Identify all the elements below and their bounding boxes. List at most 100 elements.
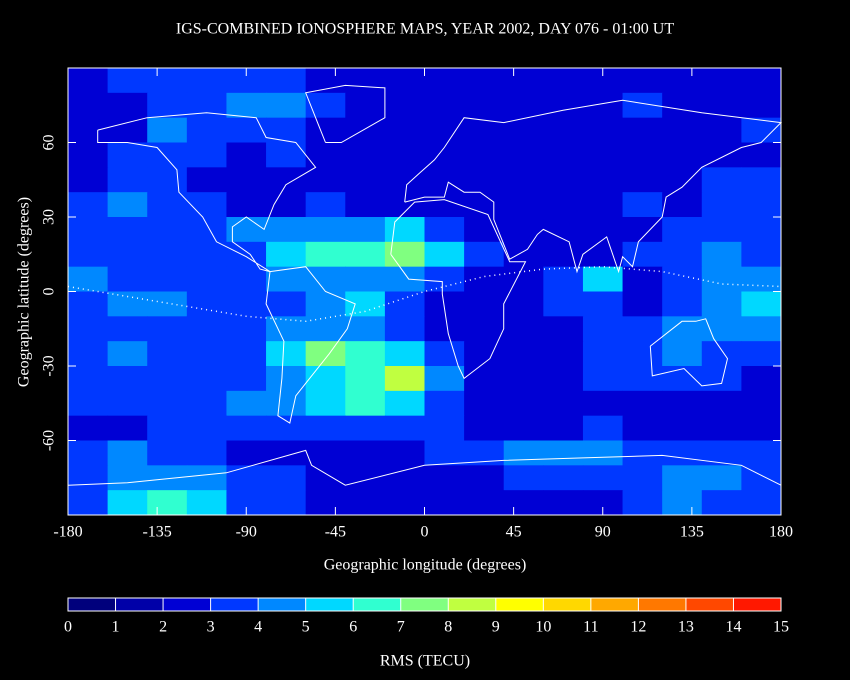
heatmap-cell [662, 192, 703, 218]
heatmap-cell [305, 390, 346, 417]
heatmap-cell [424, 266, 465, 292]
heatmap-cell [582, 117, 624, 143]
heatmap-cell [662, 440, 703, 466]
x-tick-label: -90 [236, 524, 257, 541]
heatmap-cell [662, 117, 703, 143]
heatmap-cell [147, 316, 188, 342]
colorbar-segment [685, 598, 734, 611]
heatmap-cell [147, 167, 188, 193]
colorbar-segment [590, 598, 639, 611]
colorbar-segment [400, 598, 449, 611]
heatmap-cell [345, 366, 386, 392]
heatmap-cell [701, 291, 742, 317]
heatmap-cell [226, 291, 267, 317]
heatmap-cell [662, 217, 703, 243]
heatmap-cell [741, 217, 782, 243]
heatmap-cells [68, 68, 782, 516]
heatmap-cell [662, 167, 703, 193]
heatmap-cell [186, 316, 227, 342]
heatmap-cell [464, 341, 505, 367]
heatmap-cell [305, 192, 346, 218]
heatmap-cell [107, 440, 148, 466]
heatmap-cell [68, 415, 109, 441]
heatmap-cell [582, 142, 624, 168]
heatmap-cell [266, 117, 307, 143]
heatmap-cell [384, 415, 425, 441]
heatmap-cell [741, 266, 782, 292]
heatmap-cell [147, 465, 188, 491]
heatmap-cell [582, 316, 624, 342]
heatmap-cell [622, 490, 663, 516]
colorbar-tick-label: 4 [254, 619, 262, 636]
heatmap-cell [622, 341, 663, 367]
heatmap-cell [622, 465, 663, 491]
colorbar-tick-label: 0 [64, 619, 72, 636]
heatmap-cell [345, 440, 386, 466]
heatmap-cell [662, 341, 703, 367]
heatmap-cell [68, 241, 109, 268]
heatmap-cell [464, 167, 505, 193]
heatmap-cell [384, 117, 425, 143]
x-tick-label: 135 [680, 524, 704, 541]
heatmap-cell [662, 490, 703, 516]
heatmap-cell [543, 241, 584, 268]
heatmap-cell [741, 440, 782, 466]
heatmap-cell [582, 390, 624, 417]
heatmap-cell [266, 490, 307, 516]
heatmap-cell [701, 465, 742, 491]
heatmap-cell [147, 117, 188, 143]
heatmap-cell [741, 366, 782, 392]
heatmap-cell [345, 415, 386, 441]
heatmap-cell [662, 68, 703, 94]
heatmap-cell [424, 217, 465, 243]
x-axis-label: Geographic longitude (degrees) [324, 557, 527, 574]
heatmap-cell [384, 316, 425, 342]
heatmap-cell [305, 266, 346, 292]
heatmap-cell [503, 142, 544, 168]
coastline [97, 112, 317, 273]
heatmap-cell [701, 341, 742, 367]
heatmap-cell [701, 440, 742, 466]
heatmap-cell [662, 92, 703, 119]
heatmap-cell [622, 217, 663, 243]
heatmap-cell [186, 142, 227, 168]
heatmap-cell [305, 167, 346, 193]
heatmap-cell [68, 440, 109, 466]
heatmap-cell [543, 117, 584, 143]
heatmap-cell [186, 117, 227, 143]
colorbar-tick-label: 14 [725, 619, 741, 636]
heatmap-cell [147, 490, 188, 516]
heatmap-cell [68, 366, 109, 392]
x-tick-label: -180 [53, 524, 82, 541]
heatmap-cell [186, 415, 227, 441]
heatmap-cell [186, 465, 227, 491]
chart-title: IGS-COMBINED IONOSPHERE MAPS, YEAR 2002,… [176, 21, 674, 38]
heatmap-cell [345, 167, 386, 193]
colorbar-segment [68, 598, 116, 611]
colorbar-tick-label: 12 [630, 619, 646, 636]
heatmap-cell [226, 440, 267, 466]
heatmap-cell [622, 167, 663, 193]
heatmap-cell [186, 167, 227, 193]
heatmap-cell [543, 440, 584, 466]
heatmap-cell [424, 490, 465, 516]
heatmap-cell [503, 266, 544, 292]
heatmap-cell [186, 490, 227, 516]
heatmap-cell [226, 366, 267, 392]
heatmap-cell [503, 366, 544, 392]
heatmap-cell [503, 68, 544, 94]
magnetic-equator [67, 265, 782, 323]
heatmap-cell [424, 341, 465, 367]
y-tick-label: -60 [41, 430, 58, 451]
heatmap-cell [345, 316, 386, 342]
colorbar-segment [210, 598, 259, 611]
heatmap-cell [186, 68, 227, 94]
heatmap-cell [345, 390, 386, 417]
heatmap-cell [582, 291, 624, 317]
heatmap-cell [701, 390, 742, 417]
colorbar-label: RMS (TECU) [380, 653, 470, 670]
heatmap-cell [662, 241, 703, 268]
heatmap-cell [384, 465, 425, 491]
heatmap-cell [305, 465, 346, 491]
